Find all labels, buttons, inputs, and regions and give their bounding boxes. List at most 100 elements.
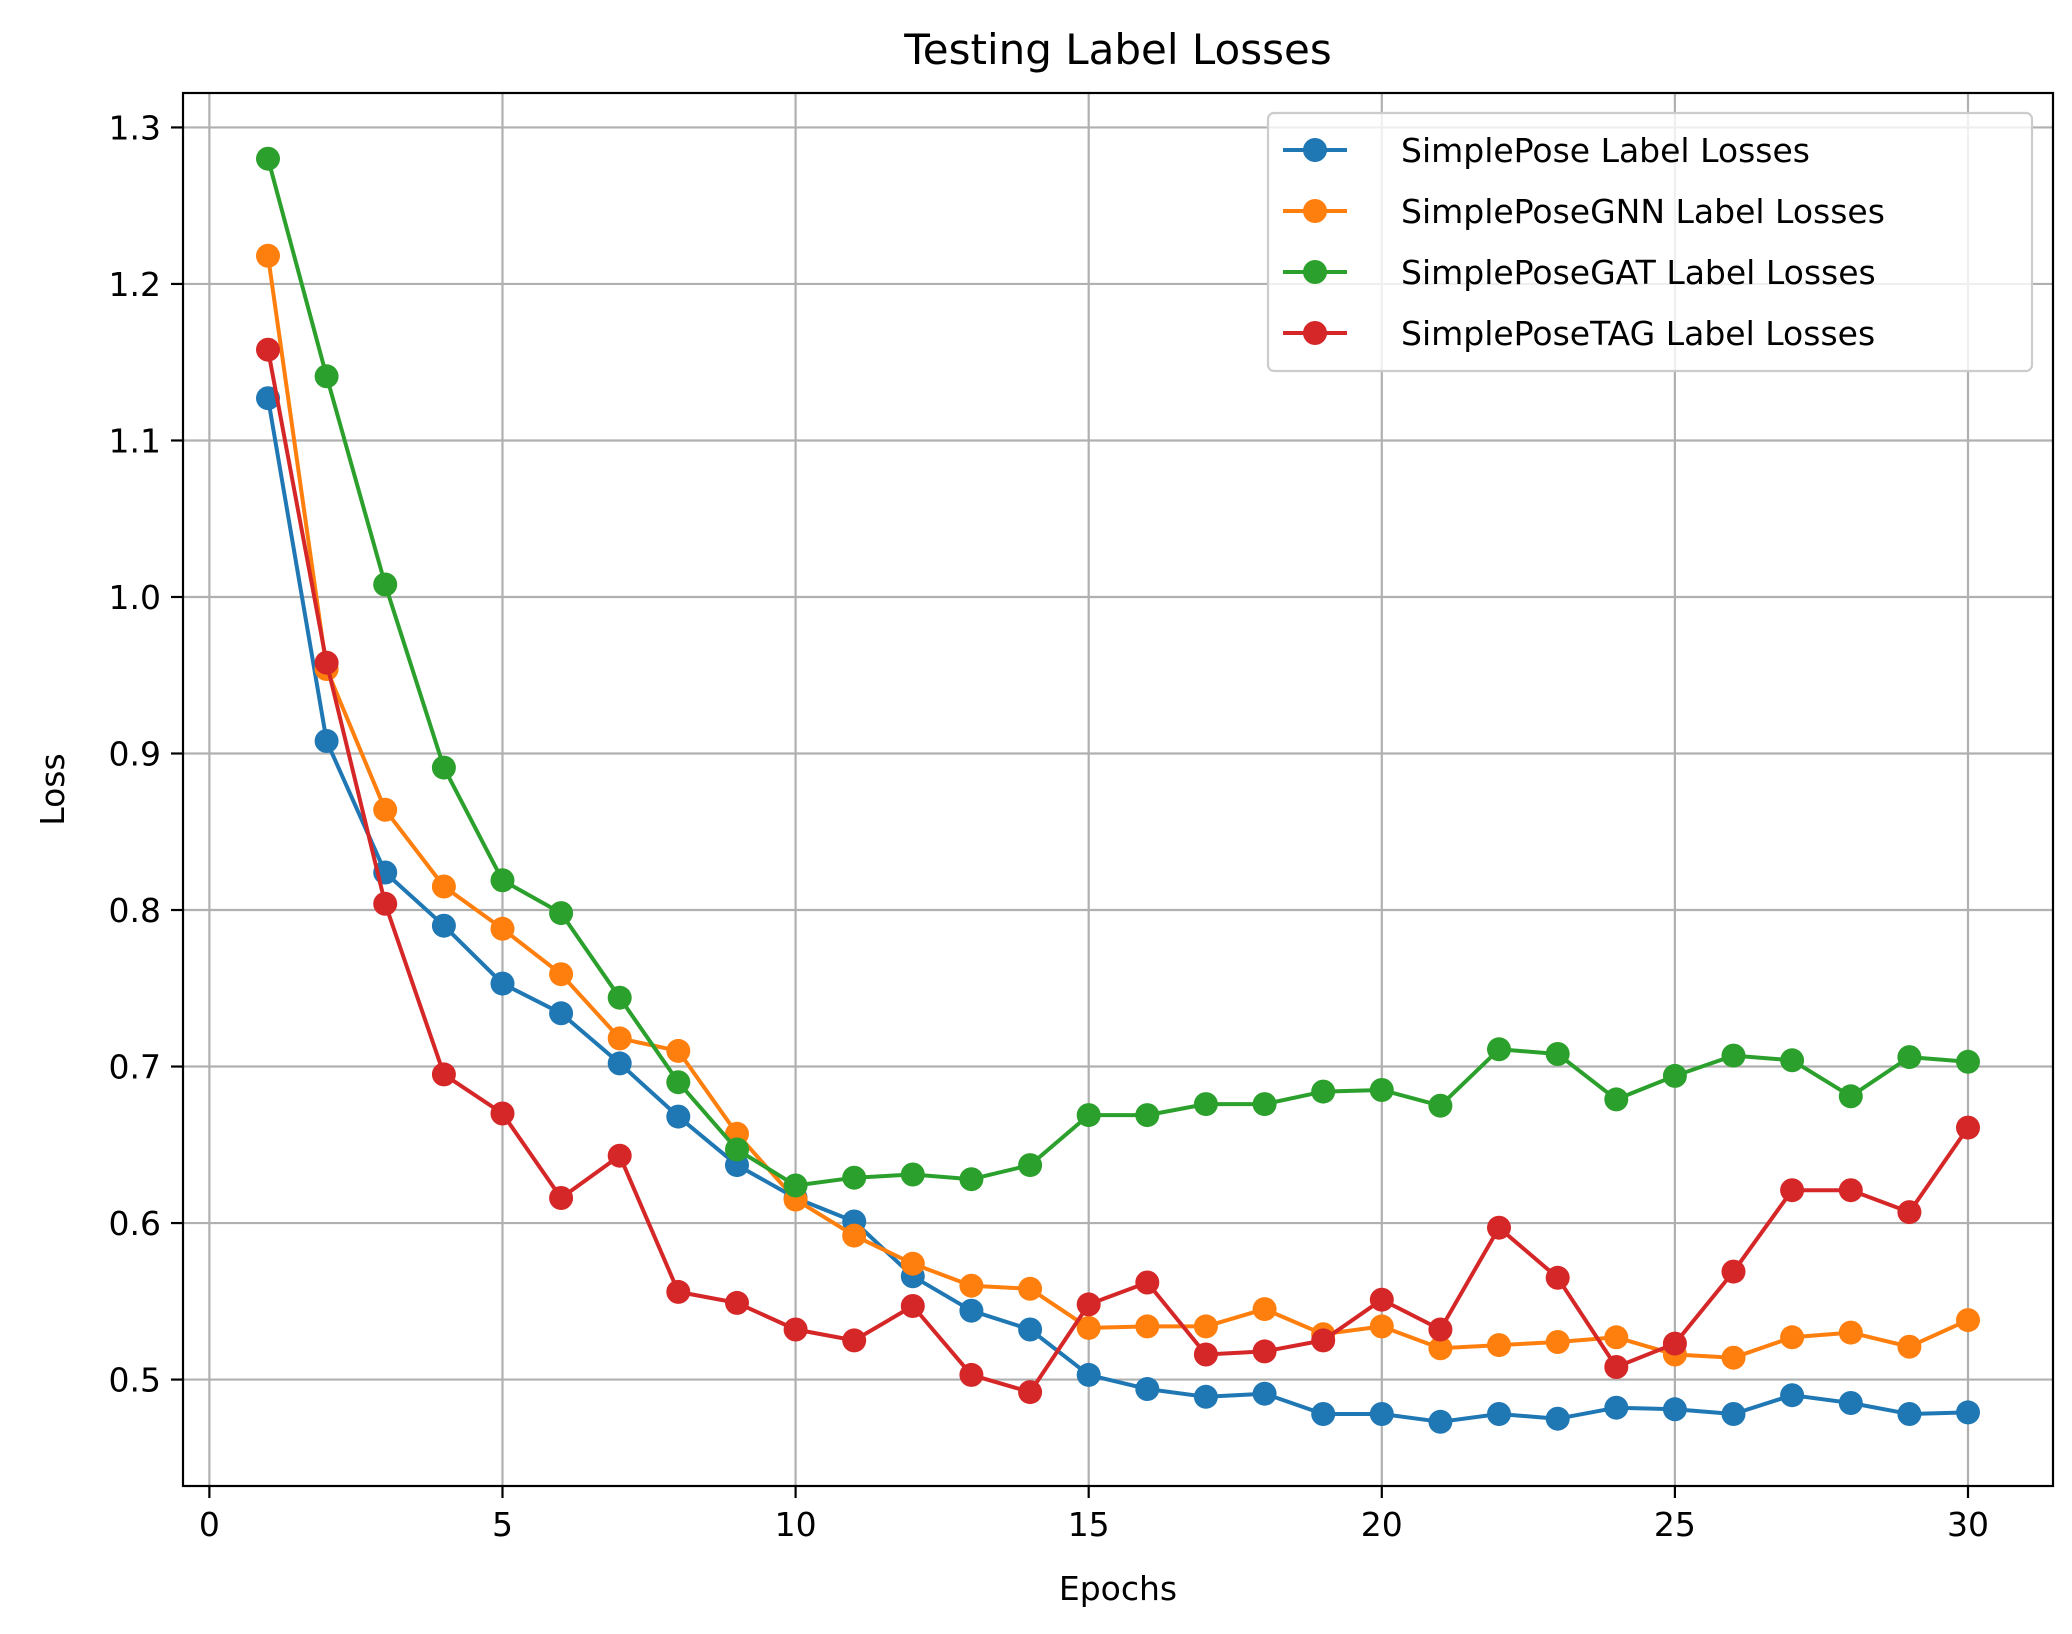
data-point <box>1721 1043 1746 1068</box>
x-tick-label: 0 <box>199 1505 220 1544</box>
series-layer <box>256 146 1980 1434</box>
data-point <box>1897 1045 1922 1070</box>
y-tick-label: 1.2 <box>109 265 161 304</box>
x-axis-label: Epochs <box>1059 1569 1177 1608</box>
data-point <box>1838 1178 1863 1203</box>
data-point <box>1780 1383 1805 1408</box>
series-2 <box>256 243 1980 1370</box>
y-tick-label: 1.0 <box>109 578 161 617</box>
legend: SimplePose Label Losses SimplePoseGNN Lab… <box>1266 111 2034 373</box>
y-axis-label: Loss <box>33 753 72 825</box>
legend-swatch-marker <box>1303 199 1327 223</box>
data-point <box>1956 1115 1980 1140</box>
data-point <box>1076 1292 1101 1317</box>
data-point <box>1721 1259 1746 1284</box>
legend-swatch-marker <box>1303 260 1327 284</box>
data-point <box>1545 1330 1570 1354</box>
legend-entry: SimplePoseGNN Label Losses <box>1283 192 1885 231</box>
data-point <box>1252 1339 1277 1364</box>
data-point <box>490 916 515 941</box>
data-point <box>1662 1331 1687 1356</box>
data-point <box>666 1070 691 1095</box>
data-point <box>1018 1380 1043 1405</box>
series-line <box>266 349 1970 1395</box>
data-point <box>431 1062 456 1087</box>
y-tick-label: 0.8 <box>109 891 161 930</box>
data-point <box>900 1162 925 1187</box>
data-point <box>314 364 339 389</box>
data-point <box>842 1165 867 1190</box>
data-point <box>666 1104 691 1129</box>
data-point <box>314 729 339 753</box>
data-point <box>1311 1079 1336 1104</box>
data-point <box>1487 1037 1511 1062</box>
data-point <box>549 962 574 987</box>
y-tick-label: 0.7 <box>109 1048 161 1087</box>
data-point <box>842 1223 867 1248</box>
data-point <box>1428 1317 1453 1342</box>
data-point <box>1135 1103 1160 1128</box>
y-tick-label: 0.5 <box>109 1361 161 1400</box>
x-tick-label: 30 <box>1947 1505 1989 1544</box>
data-point <box>1076 1362 1101 1387</box>
data-point <box>549 901 574 926</box>
data-point <box>666 1279 691 1304</box>
data-point <box>959 1167 984 1192</box>
data-point <box>1076 1315 1101 1340</box>
ticks: 0 5 10 15 20 25 30 0.5 0.6 0.7 0.8 0.9 1.0 1.1 1.2 1.3 <box>109 108 1989 1544</box>
legend-label: SimplePose Label Losses <box>1401 131 1810 170</box>
data-point <box>1193 1314 1218 1339</box>
data-point <box>314 650 339 675</box>
data-point <box>373 572 398 597</box>
data-point <box>1018 1317 1043 1342</box>
data-point <box>783 1317 808 1342</box>
data-point <box>1604 1325 1629 1350</box>
data-point <box>431 913 456 938</box>
legend-entry: SimplePoseGAT Label Losses <box>1283 253 1876 292</box>
data-point <box>1897 1402 1922 1426</box>
data-point <box>1135 1314 1160 1339</box>
data-point <box>900 1294 925 1318</box>
data-point <box>1193 1342 1218 1367</box>
x-tick-label: 25 <box>1654 1505 1696 1544</box>
x-tick-label: 5 <box>492 1505 513 1544</box>
series-3 <box>256 146 1980 1198</box>
data-point <box>1897 1200 1922 1225</box>
axes-frame <box>181 91 2055 1488</box>
data-point <box>900 1251 925 1276</box>
data-point <box>1545 1406 1570 1431</box>
legend-box <box>1266 111 2034 373</box>
data-point <box>1721 1402 1746 1426</box>
data-point <box>725 1290 749 1315</box>
data-point <box>1956 1049 1980 1074</box>
legend-entry: SimplePose Label Losses <box>1283 131 1810 170</box>
data-point <box>1838 1084 1863 1109</box>
data-point <box>959 1362 984 1387</box>
data-point <box>256 337 280 362</box>
data-point <box>1252 1297 1277 1322</box>
data-point <box>1545 1042 1570 1066</box>
x-tick-label: 10 <box>775 1505 817 1544</box>
data-point <box>1604 1395 1629 1420</box>
data-point <box>1545 1265 1570 1290</box>
data-point <box>725 1137 749 1162</box>
y-tick-label: 1.1 <box>109 421 161 460</box>
data-point <box>959 1273 984 1298</box>
x-tick-label: 15 <box>1068 1505 1110 1544</box>
data-point <box>1780 1325 1805 1350</box>
y-tick-label: 0.9 <box>109 735 161 774</box>
grid <box>183 93 2053 1486</box>
data-point <box>1662 1397 1687 1422</box>
data-point <box>1369 1314 1394 1339</box>
data-point <box>431 874 456 899</box>
data-point <box>607 985 632 1010</box>
legend-label: SimplePoseGNN Label Losses <box>1401 192 1885 231</box>
data-point <box>1956 1400 1980 1425</box>
chart-title: Testing Label Losses <box>903 25 1332 74</box>
data-point <box>490 868 515 893</box>
data-point <box>1193 1384 1218 1409</box>
data-point <box>1487 1215 1511 1240</box>
data-point <box>1604 1355 1629 1379</box>
legend-entry: SimplePoseTAG Label Losses <box>1283 314 1875 353</box>
data-point <box>1780 1048 1805 1073</box>
